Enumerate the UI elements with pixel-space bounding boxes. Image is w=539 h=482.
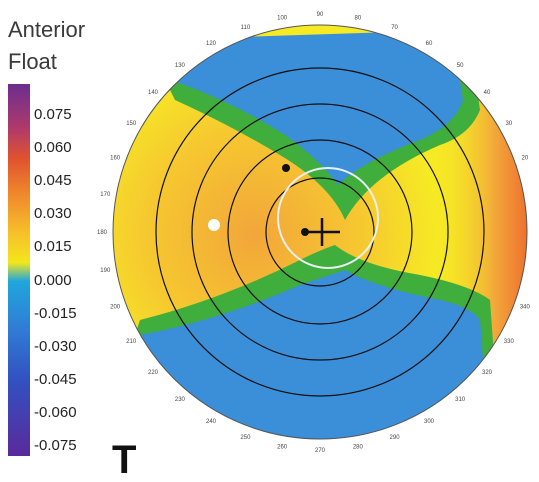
angle-label: 280 [353,445,364,451]
scale-label: -0.030 [34,337,77,355]
angle-label: 140 [148,90,159,96]
apex-cross-marker [308,218,340,246]
scale-label: -0.045 [34,370,77,388]
angle-label: 240 [206,419,217,425]
angle-label: 320 [482,370,493,376]
angle-label: 120 [206,41,217,47]
angle-labels: 20 30 40 50 60 70 80 90 100 110 120 130 140 150 160 170… [97,12,531,454]
angle-label: 230 [175,397,186,403]
angle-label: 310 [455,397,466,403]
scale-label: 0.015 [34,238,72,256]
lower-blue-region [120,270,490,439]
scale-label: 0.075 [34,106,72,123]
angle-label: 130 [175,63,186,69]
angle-label: 70 [391,25,398,31]
scale-label: -0.060 [34,403,77,421]
angle-label: 180 [97,230,108,236]
angle-label: 260 [277,445,288,451]
scale-label: 0.030 [34,205,72,223]
angle-label: 170 [100,192,111,198]
angle-label: 270 [315,448,326,454]
scale-label: -0.015 [34,304,77,322]
map-title: Anterior Float [8,14,85,78]
angle-label: 160 [110,155,121,161]
angle-label: 60 [426,41,433,47]
angle-label: 150 [126,121,137,127]
angle-label: 330 [504,339,515,345]
white-marker [208,219,220,231]
angle-label: 20 [522,155,529,161]
angle-label: 110 [241,25,251,31]
concentric-rings [155,67,485,397]
angle-label: 220 [148,370,159,376]
marker-dot-upper [282,164,290,172]
angle-label: 200 [110,305,121,311]
footer-glyph: T [112,438,137,482]
map-disc [113,25,527,439]
scale-label: -0.075 [34,437,77,454]
angle-label: 100 [277,15,288,21]
scale-label: 0.045 [34,172,72,190]
anterior-float-map: 20 30 40 50 60 70 80 90 100 110 120 130 140 150 160 170… [97,12,531,454]
angle-label: 190 [100,268,111,274]
angle-label: 30 [505,121,512,127]
pupil-outline [277,167,379,269]
angle-label: 300 [424,419,435,425]
angle-label: 90 [317,12,324,18]
map-title-line1: Anterior [8,17,86,42]
scale-label: 0.060 [34,139,72,157]
angle-label: 40 [484,90,491,96]
upper-blue-region [150,30,463,185]
map-title-line2: Float [8,49,57,74]
angle-label: 290 [390,435,401,441]
angle-label: 210 [126,339,137,345]
angle-label: 80 [355,15,362,21]
outer-ring [112,24,528,440]
angle-label: 250 [240,435,251,441]
scale-label: 0.000 [34,271,72,289]
marker-dot-center [301,228,309,236]
angle-label: 50 [457,63,464,69]
color-scale-bar [8,84,30,456]
angle-label: 340 [520,305,531,311]
